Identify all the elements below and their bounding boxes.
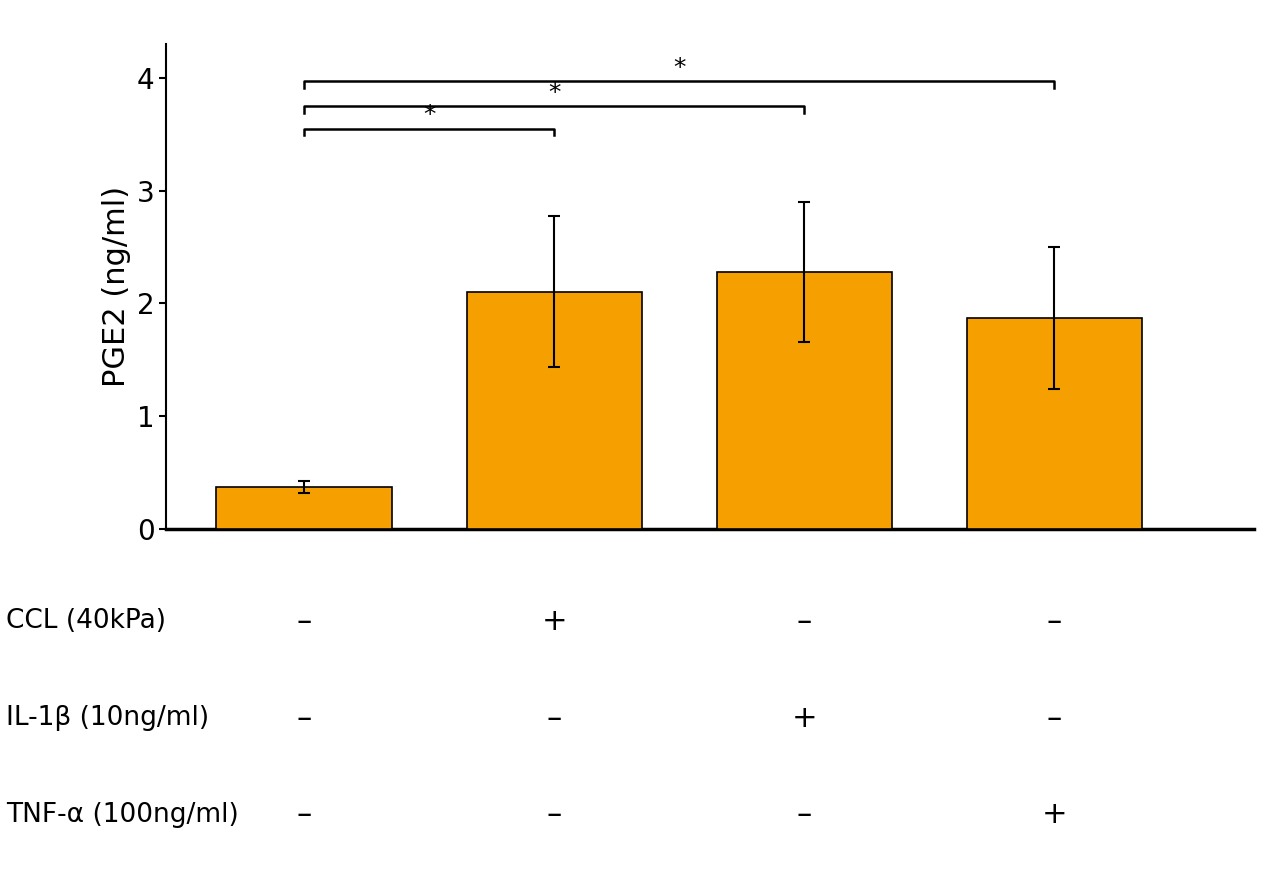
Text: –: –	[796, 801, 812, 829]
Text: *: *	[422, 103, 435, 128]
Text: +: +	[1042, 801, 1068, 829]
Text: TNF-α (100ng/ml): TNF-α (100ng/ml)	[6, 802, 239, 828]
Text: IL-1β (10ng/ml): IL-1β (10ng/ml)	[6, 705, 210, 731]
Text: –: –	[547, 801, 562, 829]
Bar	[466, 292, 641, 529]
Text: –: –	[547, 704, 562, 732]
Y-axis label: PGE2 (ng/ml): PGE2 (ng/ml)	[102, 186, 132, 387]
Text: –: –	[1047, 607, 1062, 635]
Text: *: *	[673, 56, 685, 80]
Text: CCL (40kPa): CCL (40kPa)	[6, 608, 166, 634]
Bar	[216, 487, 392, 529]
Bar	[966, 318, 1142, 529]
Text: *: *	[548, 81, 561, 105]
Bar	[717, 271, 892, 529]
Text: –: –	[796, 607, 812, 635]
Text: +: +	[791, 704, 817, 732]
Text: –: –	[297, 704, 311, 732]
Text: –: –	[1047, 704, 1062, 732]
Text: +: +	[541, 607, 567, 635]
Text: –: –	[297, 801, 311, 829]
Text: –: –	[297, 607, 311, 635]
